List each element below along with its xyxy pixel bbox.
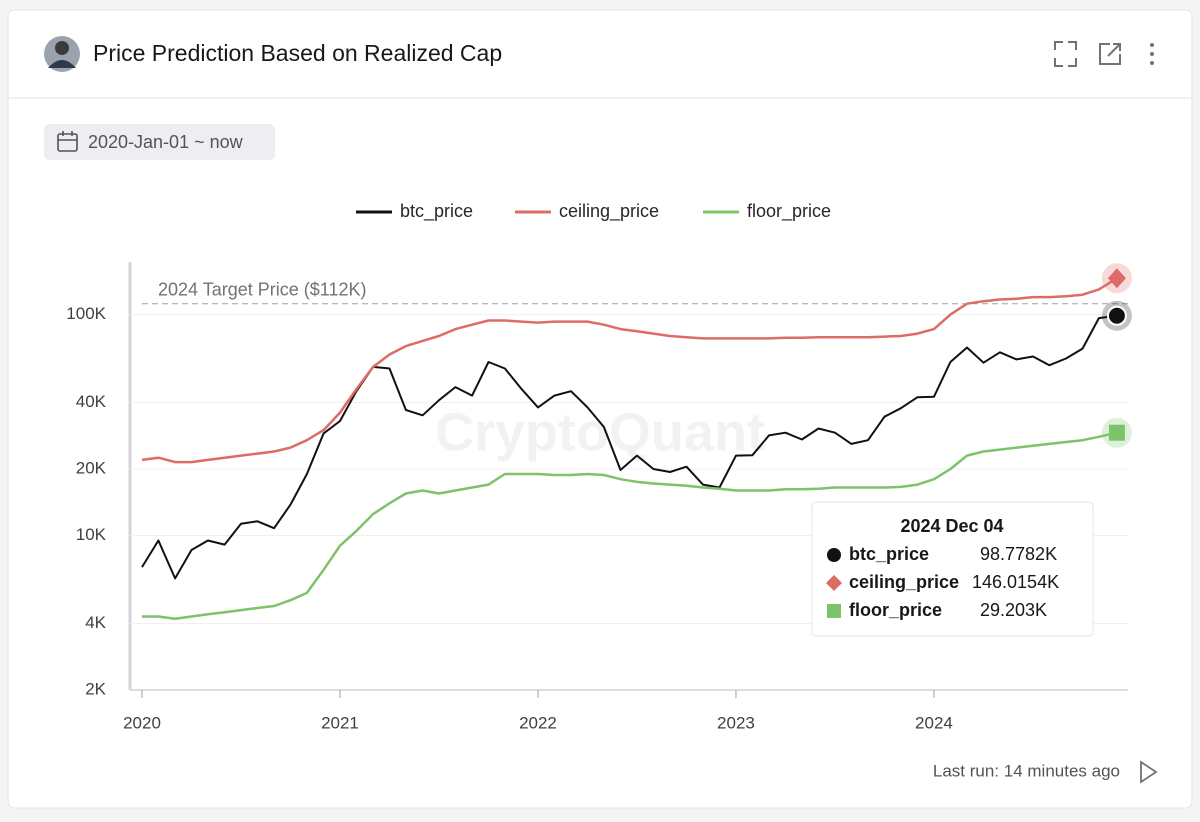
open-icon[interactable]	[1099, 43, 1121, 65]
date-chip[interactable]	[44, 124, 275, 160]
x-tick-label: 2022	[519, 713, 557, 732]
legend-label: floor_price	[747, 201, 831, 222]
y-tick-label: 20K	[76, 459, 107, 478]
tooltip-value: 29.203K	[980, 600, 1047, 620]
watermark: CryptoQuant	[435, 402, 765, 462]
series-line	[141, 314, 1118, 580]
end-marker	[1108, 424, 1125, 441]
y-tick-label: 4K	[85, 613, 106, 632]
y-tick-label: 40K	[76, 392, 107, 411]
x-tick-label: 2024	[915, 713, 953, 732]
x-tick-label: 2023	[717, 713, 755, 732]
toolbar	[1054, 41, 1121, 67]
end-marker	[1106, 305, 1127, 326]
date-range: 2020-Jan-01 ~ now	[88, 132, 244, 152]
series-line	[142, 431, 1118, 621]
tooltip-marker	[826, 575, 842, 591]
tooltip-value: 146.0154K	[972, 572, 1059, 592]
y-tick-label: 2K	[85, 679, 106, 698]
legend-label: ceiling_price	[559, 201, 659, 222]
fullscreen-icon[interactable]	[1054, 41, 1077, 67]
legend-label: btc_price	[400, 201, 473, 222]
series-line	[141, 277, 1118, 464]
tooltip-name: ceiling_price	[849, 572, 959, 592]
tooltip-title: 2024 Dec 04	[900, 516, 1003, 536]
tooltip-name: btc_price	[849, 544, 929, 564]
widget-title: Price Prediction Based on Realized Cap	[93, 40, 502, 66]
tooltip-marker	[827, 604, 841, 618]
menu-icon[interactable]	[1150, 43, 1154, 65]
x-tick-label: 2021	[321, 713, 359, 732]
x-tick-label: 2020	[123, 713, 161, 732]
y-tick-label: 100K	[66, 304, 106, 323]
y-tick-label: 10K	[76, 525, 107, 544]
end-marker	[1107, 268, 1126, 289]
tooltip-box	[811, 501, 1094, 637]
run-icon[interactable]	[1140, 760, 1158, 784]
tooltip-marker	[827, 548, 841, 562]
calendar-icon	[57, 131, 78, 152]
last-run: Last run: 14 minutes ago	[933, 761, 1120, 780]
tooltip-name: floor_price	[849, 600, 942, 620]
target-label: 2024 Target Price ($112K)	[158, 279, 366, 299]
avatar-body	[48, 60, 76, 68]
tooltip: 2024 Dec 04 btc_price 98.7782K ceiling_pric…	[811, 501, 1094, 637]
avatar-head	[55, 41, 69, 55]
tooltip-value: 98.7782K	[980, 544, 1057, 564]
